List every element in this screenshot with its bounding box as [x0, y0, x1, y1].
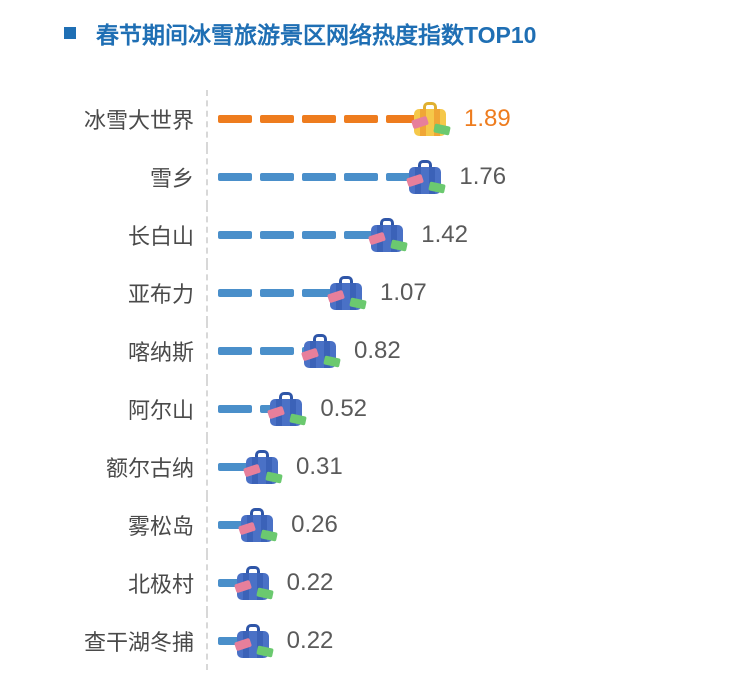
- bar-dash: [344, 173, 378, 181]
- bar: 0.22: [208, 612, 333, 670]
- bar-dash: [260, 173, 294, 181]
- suitcase-icon: [410, 100, 450, 138]
- row-value: 0.82: [354, 337, 401, 365]
- bar: 0.31: [208, 438, 343, 496]
- bar-dash: [218, 289, 252, 297]
- suitcase-icon: [242, 448, 282, 486]
- row-value: 1.76: [459, 163, 506, 191]
- bar-dash: [260, 115, 294, 123]
- row-value: 1.89: [464, 105, 511, 133]
- chart-row: 喀纳斯 0.82: [0, 322, 750, 380]
- suitcase-icon: [237, 506, 277, 544]
- chart-row: 雾松岛 0.26: [0, 496, 750, 554]
- row-label: 额尔古纳: [0, 451, 206, 483]
- chart-row: 亚布力 1.07: [0, 264, 750, 322]
- row-value: 1.42: [421, 221, 468, 249]
- row-label: 雾松岛: [0, 509, 206, 541]
- row-value: 0.22: [287, 627, 334, 655]
- row-value: 0.52: [320, 395, 367, 423]
- row-value: 0.22: [287, 569, 334, 597]
- bar-dash: [302, 231, 336, 239]
- chart-title-row: 春节期间冰雪旅游景区网络热度指数TOP10: [64, 16, 536, 50]
- row-label: 雪乡: [0, 161, 206, 193]
- suitcase-icon: [233, 622, 273, 660]
- chart-row: 额尔古纳 0.31: [0, 438, 750, 496]
- row-label: 查干湖冬捕: [0, 625, 206, 657]
- bar-dash: [218, 347, 252, 355]
- bar: 1.42: [208, 206, 468, 264]
- bar-dash: [302, 173, 336, 181]
- row-label: 阿尔山: [0, 393, 206, 425]
- title-bullet-icon: [64, 27, 76, 39]
- row-label: 北极村: [0, 567, 206, 599]
- bar-dash: [218, 405, 252, 413]
- bar: 1.76: [208, 148, 506, 206]
- bar: 0.52: [208, 380, 367, 438]
- row-label: 冰雪大世界: [0, 103, 206, 135]
- bar-dash: [344, 115, 378, 123]
- bar-dash: [302, 115, 336, 123]
- bar-dash: [260, 289, 294, 297]
- row-value: 0.26: [291, 511, 338, 539]
- bar: 0.82: [208, 322, 401, 380]
- chart-row: 长白山 1.42: [0, 206, 750, 264]
- suitcase-icon: [326, 274, 366, 312]
- chart-row: 查干湖冬捕 0.22: [0, 612, 750, 670]
- chart-row: 北极村 0.22: [0, 554, 750, 612]
- chart-title: 春节期间冰雪旅游景区网络热度指数TOP10: [96, 16, 536, 50]
- bar-dash: [218, 173, 252, 181]
- suitcase-icon: [300, 332, 340, 370]
- chart-row: 雪乡 1.76: [0, 148, 750, 206]
- suitcase-icon: [233, 564, 273, 602]
- row-value: 0.31: [296, 453, 343, 481]
- suitcase-icon: [405, 158, 445, 196]
- chart-row: 阿尔山 0.52: [0, 380, 750, 438]
- bar-dash: [218, 115, 252, 123]
- bar-dash: [218, 231, 252, 239]
- row-label: 喀纳斯: [0, 335, 206, 367]
- bar: 0.26: [208, 496, 338, 554]
- chart-row: 冰雪大世界 1.89: [0, 90, 750, 148]
- bar-dash: [260, 347, 294, 355]
- bar: 0.22: [208, 554, 333, 612]
- suitcase-icon: [367, 216, 407, 254]
- row-value: 1.07: [380, 279, 427, 307]
- bar: 1.89: [208, 90, 511, 148]
- bar: 1.07: [208, 264, 427, 322]
- row-label: 亚布力: [0, 277, 206, 309]
- row-label: 长白山: [0, 219, 206, 251]
- bar-chart: 冰雪大世界 1.89 雪乡 1.76 长白山 1.42 亚布力 1.07 喀纳斯 0.82 阿尔山 0…: [0, 90, 750, 670]
- suitcase-icon: [266, 390, 306, 428]
- bar-dash: [260, 231, 294, 239]
